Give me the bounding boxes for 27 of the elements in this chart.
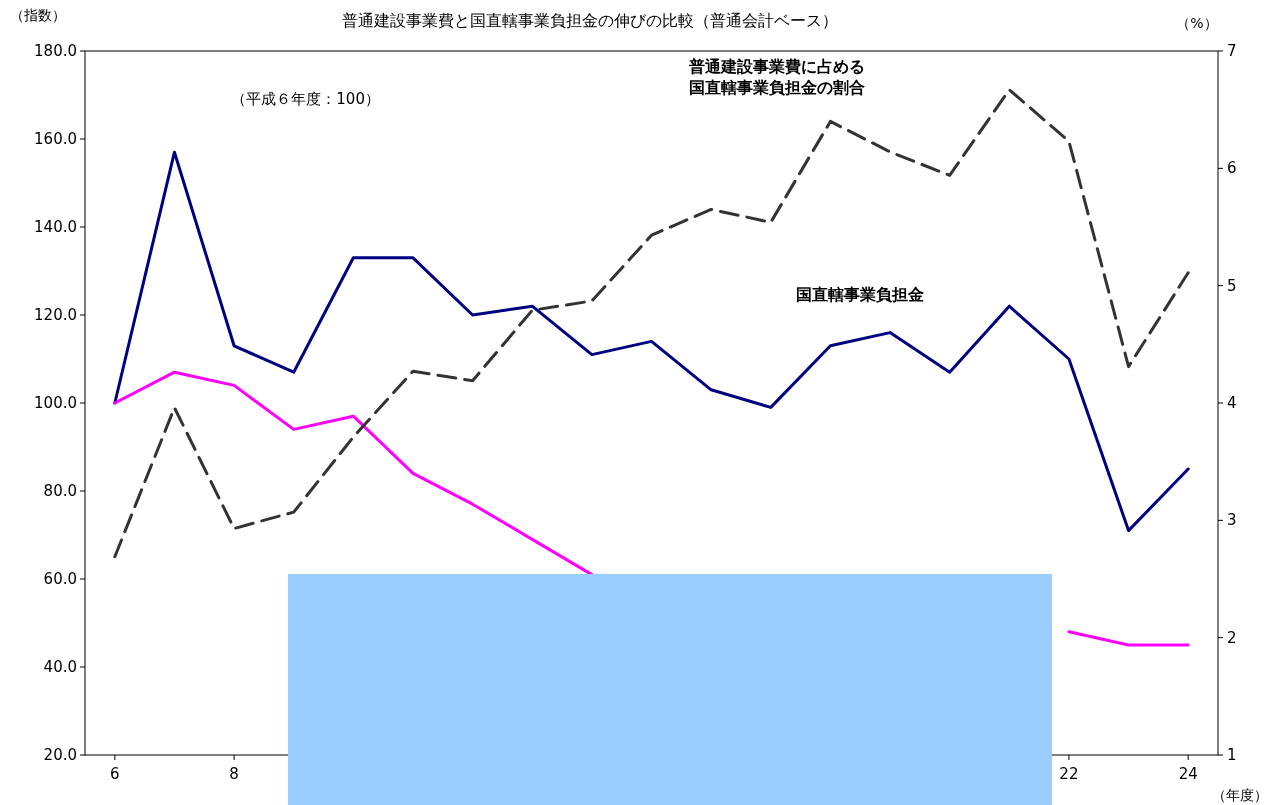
y2tick: 3 <box>1227 511 1237 530</box>
series-label: 普通建設事業費に占める国直轄事業負担金の割合 <box>688 57 865 97</box>
xlabel: （年度） <box>1212 787 1267 803</box>
xtick: 8 <box>229 765 239 783</box>
ytick: 100.0 <box>34 394 77 412</box>
ytick: 40.0 <box>43 658 77 676</box>
title: 普通建設事業費と国直轄事業負担金の伸びの比較（普通会計ベース） <box>342 11 838 30</box>
xtick: 22 <box>1059 765 1079 783</box>
ylabel: （指数） <box>10 7 66 23</box>
ytick: 160.0 <box>34 130 77 148</box>
y2tick: 7 <box>1227 42 1237 60</box>
y2label: （%） <box>1176 15 1218 31</box>
annotation: （平成６年度：100） <box>231 89 380 108</box>
ytick: 140.0 <box>34 218 77 236</box>
ytick: 20.0 <box>43 746 77 764</box>
y2tick: 2 <box>1227 628 1237 647</box>
ytick: 60.0 <box>43 570 77 588</box>
y2tick: 4 <box>1227 394 1237 412</box>
y2tick: 1 <box>1227 746 1237 764</box>
xtick: 24 <box>1178 765 1198 783</box>
y2tick: 5 <box>1227 276 1237 295</box>
series-label: 国直轄事業負担金 <box>796 284 925 304</box>
ytick: 120.0 <box>34 306 77 324</box>
y2tick: 6 <box>1227 159 1237 178</box>
ytick: 180.0 <box>34 42 77 60</box>
xtick: 6 <box>110 765 120 783</box>
ytick: 80.0 <box>43 482 77 500</box>
